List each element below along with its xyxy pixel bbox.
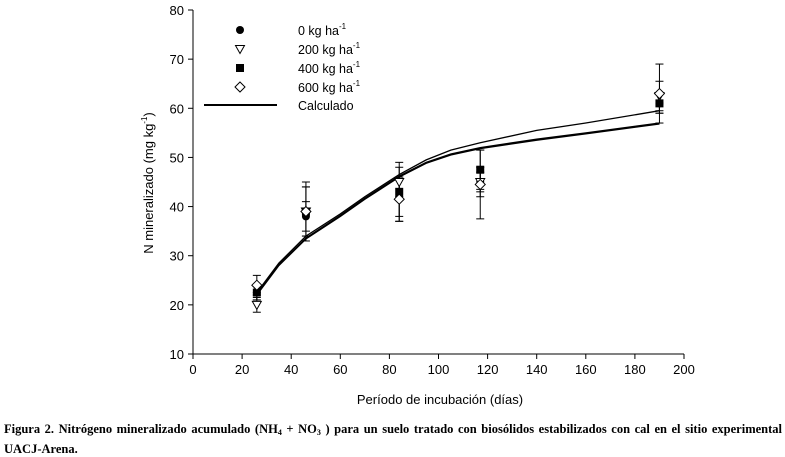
legend-label-base: 0 kg ha xyxy=(298,24,339,38)
figure-caption: Figura 2. Nitrógeno mineralizado acumula… xyxy=(4,421,782,457)
x-tick-label: 140 xyxy=(526,362,548,377)
marker-diamond xyxy=(474,178,486,191)
calculated-line xyxy=(256,123,660,296)
legend-label-base: 600 kg ha xyxy=(298,81,353,95)
marker-triangle xyxy=(393,178,405,188)
x-tick-label: 200 xyxy=(673,362,695,377)
x-tick-label: 20 xyxy=(235,362,249,377)
legend-label: 200 kg ha-1 xyxy=(298,41,361,57)
marker-circle xyxy=(236,26,244,34)
legend-label-base: 400 kg ha xyxy=(298,62,353,76)
legend-label-sup: -1 xyxy=(353,41,361,50)
caption-part: Figura 2. Nitrógeno mineralizado acumula… xyxy=(4,422,278,436)
marker-square xyxy=(236,64,244,72)
legend-label-sup: -1 xyxy=(353,79,361,88)
legend-label-sup: -1 xyxy=(353,60,361,69)
x-tick-label: 0 xyxy=(189,362,196,377)
ticks: 0 20 40 60 80 100 120 140 160 180 200 10 20 30 40 50 60 7… xyxy=(170,3,695,377)
y-axis-label-sup: -1 xyxy=(140,116,149,124)
axes xyxy=(192,10,684,355)
x-tick-label: 120 xyxy=(477,362,499,377)
legend-label-base: 200 kg ha xyxy=(298,43,353,57)
y-tick-label: 40 xyxy=(170,200,184,215)
legend-label: 400 kg ha-1 xyxy=(298,60,361,76)
y-tick-label: 70 xyxy=(170,52,184,67)
y-axis-label-end: ) xyxy=(141,112,156,116)
x-tick-label: 180 xyxy=(624,362,646,377)
calculated-lines xyxy=(256,110,660,296)
y-tick-label: 50 xyxy=(170,150,184,165)
y-tick-label: 30 xyxy=(170,249,184,264)
marker-triangle xyxy=(234,45,246,55)
caption-part: ) para un suelo tratado con biosólidos e… xyxy=(4,422,783,456)
caption-part: + NO xyxy=(281,422,317,436)
marker-square xyxy=(476,165,485,174)
legend-label: 0 kg ha-1 xyxy=(298,22,347,38)
y-tick-label: 60 xyxy=(170,101,184,116)
y-axis-label-main: N mineralizado (mg kg xyxy=(141,124,156,254)
marker-square xyxy=(395,187,404,196)
calculated-line xyxy=(256,110,660,293)
marker-square xyxy=(252,288,261,297)
caption-sub: 4 xyxy=(277,428,282,437)
legend-label-calculado: Calculado xyxy=(298,99,354,113)
legend-label-sup: -1 xyxy=(339,22,347,31)
marker-diamond xyxy=(251,279,263,291)
x-tick-label: 160 xyxy=(575,362,597,377)
y-tick-label: 20 xyxy=(170,298,184,313)
x-axis-label: Período de incubación (días) xyxy=(357,392,523,407)
x-tick-label: 60 xyxy=(333,362,347,377)
marker-triangle xyxy=(251,300,263,311)
calculated-line xyxy=(256,122,660,295)
x-tick-label: 40 xyxy=(284,362,298,377)
y-tick-label: 80 xyxy=(170,3,184,18)
y-tick-label: 10 xyxy=(170,347,184,362)
marker-diamond xyxy=(234,81,246,93)
y-axis-label: N mineralizado (mg kg-1) xyxy=(140,112,156,254)
chart: 0 20 40 60 80 100 120 140 160 180 200 10 20 30 40 50 60 7… xyxy=(140,3,695,407)
marker-diamond xyxy=(300,205,312,218)
marker-square xyxy=(655,99,664,108)
legend-label: 600 kg ha-1 xyxy=(298,79,361,95)
data-markers xyxy=(251,87,666,311)
caption-sub: 3 xyxy=(316,428,321,437)
marker-diamond xyxy=(393,193,405,205)
x-tick-label: 80 xyxy=(382,362,396,377)
marker-diamond xyxy=(653,87,666,100)
x-tick-label: 100 xyxy=(428,362,450,377)
